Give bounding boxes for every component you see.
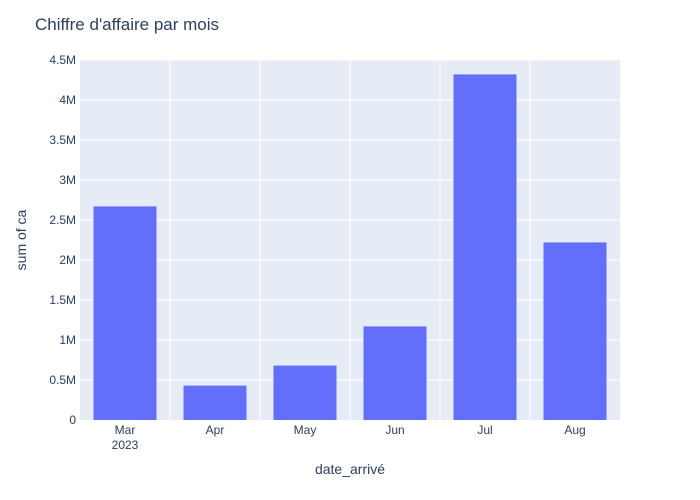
chart-title: Chiffre d'affaire par mois <box>35 15 219 34</box>
y-tick-label: 0 <box>69 413 76 427</box>
x-tick-label: Aug <box>564 423 585 437</box>
y-tick-label: 4.5M <box>49 53 76 67</box>
bar-apr <box>183 385 247 420</box>
x-axis-title: date_arrivé <box>315 461 385 477</box>
bars <box>93 74 607 421</box>
gridlines <box>80 59 620 420</box>
x-tick-label: May <box>294 423 317 437</box>
y-tick-label: 2M <box>59 253 76 267</box>
y-tick-label: 3.5M <box>49 133 76 147</box>
y-tick-label: 3M <box>59 173 76 187</box>
bar-aug <box>543 242 607 420</box>
bar-jul <box>453 74 517 421</box>
bar-jun <box>363 326 427 420</box>
y-tick-label: 1.5M <box>49 293 76 307</box>
y-tick-label: 1M <box>59 333 76 347</box>
x-tick-label: Jun <box>385 423 404 437</box>
bar-may <box>273 365 337 420</box>
y-axis-title: sum of ca <box>13 209 29 270</box>
y-tick-label: 0.5M <box>49 373 76 387</box>
y-tick-label: 4M <box>59 93 76 107</box>
y-axis-ticks: 0 0.5M 1M 1.5M 2M 2.5M 3M 3.5M 4M 4.5M <box>49 53 76 427</box>
x-tick-label: Jul <box>477 423 492 437</box>
y-tick-label: 2.5M <box>49 213 76 227</box>
bar-mar <box>93 206 157 420</box>
x-tick-label: Apr <box>206 423 225 437</box>
x-tick-label: Mar <box>115 423 136 437</box>
x-tick-sublabel: 2023 <box>112 438 139 452</box>
